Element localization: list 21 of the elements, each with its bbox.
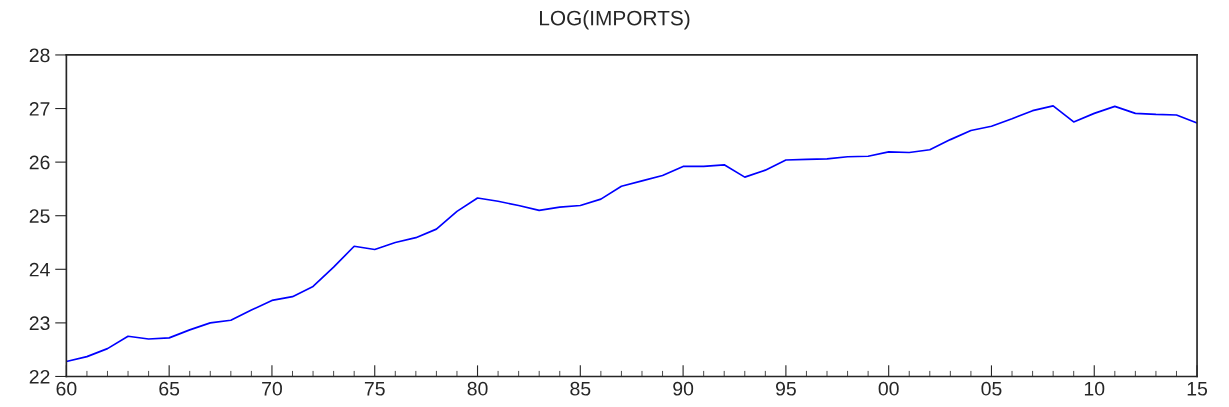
y-tick-label: 27	[29, 102, 50, 116]
y-tick-label: 24	[29, 262, 50, 277]
x-tick-label: 85	[570, 381, 591, 396]
chart-title: LOG(IMPORTS)	[540, 10, 690, 30]
x-tick-label: 75	[364, 382, 385, 396]
x-tick-label: 10	[1084, 381, 1105, 396]
x-tick-label: 95	[775, 381, 796, 396]
x-tick-label: 80	[467, 381, 488, 396]
x-tick-label: 70	[262, 381, 282, 396]
x-tick-label: 65	[159, 381, 180, 396]
y-tick-label: 23	[29, 316, 50, 331]
y-tick-label: 28	[29, 48, 50, 63]
x-tick-label: 90	[673, 381, 694, 396]
y-tick-label: 25	[29, 209, 50, 223]
x-tick-label: 05	[981, 381, 1002, 396]
x-tick-label: 15	[1187, 382, 1208, 396]
y-tick-label: 22	[29, 369, 50, 384]
x-tick-label: 60	[56, 381, 77, 396]
y-tick-label: 26	[29, 155, 50, 170]
x-tick-label: 00	[878, 381, 899, 396]
line-series	[66, 105, 1198, 363]
